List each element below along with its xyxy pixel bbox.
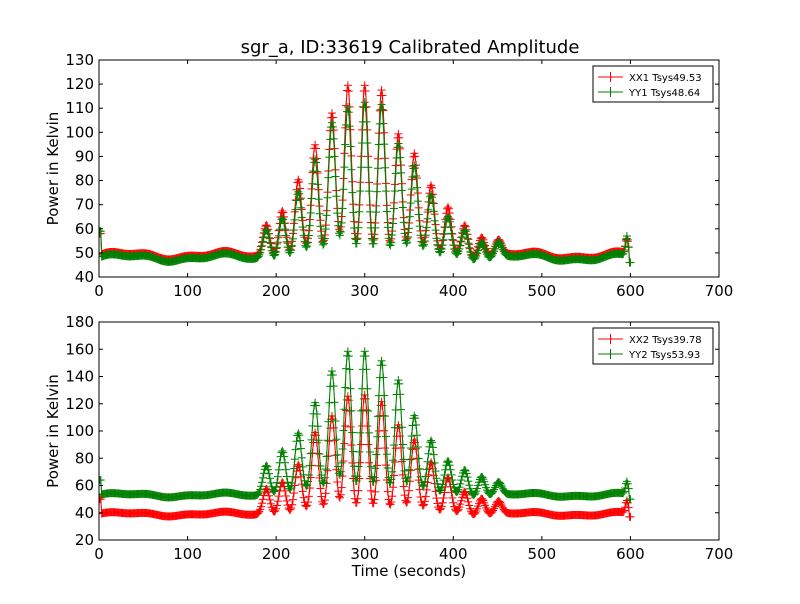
y-tick-label: 40 [75, 504, 94, 522]
y-tick-label: 60 [75, 477, 94, 495]
y-tick-label: 70 [75, 196, 94, 214]
x-tick-label: 300 [350, 282, 379, 300]
x-tick-label: 700 [705, 282, 734, 300]
legend: XX1 Tsys49.53 YY1 Tsys48.64 [592, 65, 714, 103]
y-axis-label: Power in Kelvin [44, 374, 62, 488]
y-tick-label: 110 [65, 99, 94, 117]
legend: XX2 Tsys39.78 YY2 Tsys53.93 [592, 327, 714, 365]
series-markers-1 [99, 81, 635, 267]
y-tick-label: 100 [65, 422, 94, 440]
legend-label: XX2 Tsys39.78 [629, 335, 702, 346]
bottom-panel: 0 100 200 300 400 500 600 700 20 40 60 80 100 120 140 1… [44, 313, 733, 580]
x-tick-label: 200 [262, 282, 291, 300]
legend-label: YY1 Tsys48.64 [628, 88, 700, 99]
x-tick-label: 300 [350, 545, 379, 563]
series-line-1 [99, 85, 631, 264]
x-tick-label: 600 [616, 282, 645, 300]
x-tick-label: 500 [528, 282, 557, 300]
y-tick-label: 60 [75, 220, 94, 238]
x-tick-label: 0 [94, 545, 104, 563]
axes-frame [98, 59, 720, 278]
x-tick-label: 100 [173, 282, 202, 300]
x-tick-label: 400 [439, 282, 468, 300]
y-axis-label: Power in Kelvin [44, 112, 62, 226]
y-tick-label: 100 [65, 123, 94, 141]
legend-label: YY2 Tsys53.93 [628, 350, 700, 361]
y-tick-label: 80 [75, 449, 94, 467]
y-tick-label: 120 [65, 75, 94, 93]
y-tick-label: 80 [75, 172, 94, 190]
y-tick-label: 140 [65, 368, 94, 386]
x-tick-label: 200 [262, 545, 291, 563]
plot-area [99, 347, 635, 521]
legend-box [592, 327, 714, 365]
y-tick-label: 90 [75, 147, 94, 165]
y-tick-label: 50 [75, 244, 94, 262]
series-markers-2 [99, 98, 635, 267]
y-tick-label: 120 [65, 395, 94, 413]
y-tick-label: 20 [75, 531, 94, 549]
x-tick-label: 100 [173, 545, 202, 563]
plot-area [99, 81, 635, 267]
y-tick-label: 160 [65, 340, 94, 358]
y-tick-label: 130 [65, 51, 94, 69]
series-line-2 [99, 102, 631, 264]
y-tick-label: 180 [65, 313, 94, 331]
x-tick-label: 700 [705, 545, 734, 563]
legend-label: XX1 Tsys49.53 [629, 73, 702, 84]
top-panel: 0 100 200 300 400 500 600 700 40 50 60 70 80 90 100 110… [44, 51, 733, 300]
x-axis-label: Time (seconds) [351, 562, 467, 580]
y-tick-label: 40 [75, 268, 94, 286]
chart-title: sgr_a, ID:33619 Calibrated Amplitude [241, 37, 580, 58]
series-line-2 [99, 351, 631, 500]
series-markers-2 [99, 347, 635, 504]
series-markers-1 [99, 390, 635, 521]
legend-box [592, 65, 714, 103]
x-tick-label: 600 [616, 545, 645, 563]
x-tick-label: 400 [439, 545, 468, 563]
x-tick-label: 500 [528, 545, 557, 563]
x-tick-label: 0 [94, 282, 104, 300]
